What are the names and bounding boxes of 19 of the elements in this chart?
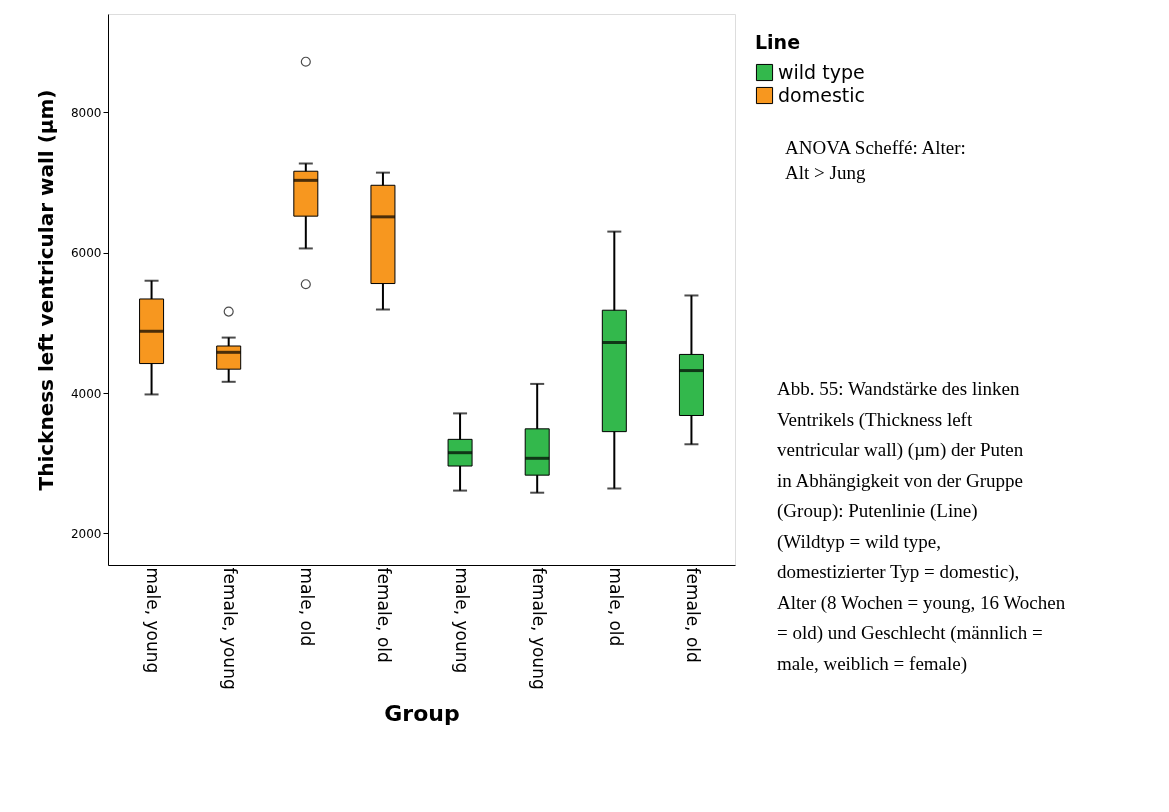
y-tick-label: 8000 [70,105,102,120]
x-tick-label: male, old [605,567,626,647]
x-axis-title: Group [384,700,460,726]
y-axis-title: Thickness left ventricular wall (µm) [33,89,58,491]
x-tick-label: female, young [220,567,241,690]
x-tick-label: male, young [451,567,472,674]
text: Abb. 55: Wandstärke des linken Ventrikels (Thickness left ventricular wall) (µm) der Puten in Abhängigkeit von der Gruppe (Group): Putenlinie (Line) (Wildtyp = wild type, domestizierter Typ = domestic), Alter (8 Wochen = young, 16 Wochen = old) und Geschlecht (männlich = male, weiblich = female) [777,378,1066,674]
text: ANOVA Scheffé: Alter: Alt > Jung [785,137,966,183]
legend-title: Line [755,31,801,53]
x-tick-label: male, old [297,567,318,647]
x-tick-label: female, young [528,567,549,690]
y-tick-label: 4000 [70,386,102,401]
y-tick-label: 6000 [70,246,102,261]
y-tick-label: 2000 [70,526,102,541]
x-tick-label: male, young [143,567,164,674]
x-tick-label: female, old [682,567,703,663]
legend-label: wild type [778,60,865,83]
legend-label: domestic [778,83,865,106]
x-tick-label: female, old [374,567,395,663]
